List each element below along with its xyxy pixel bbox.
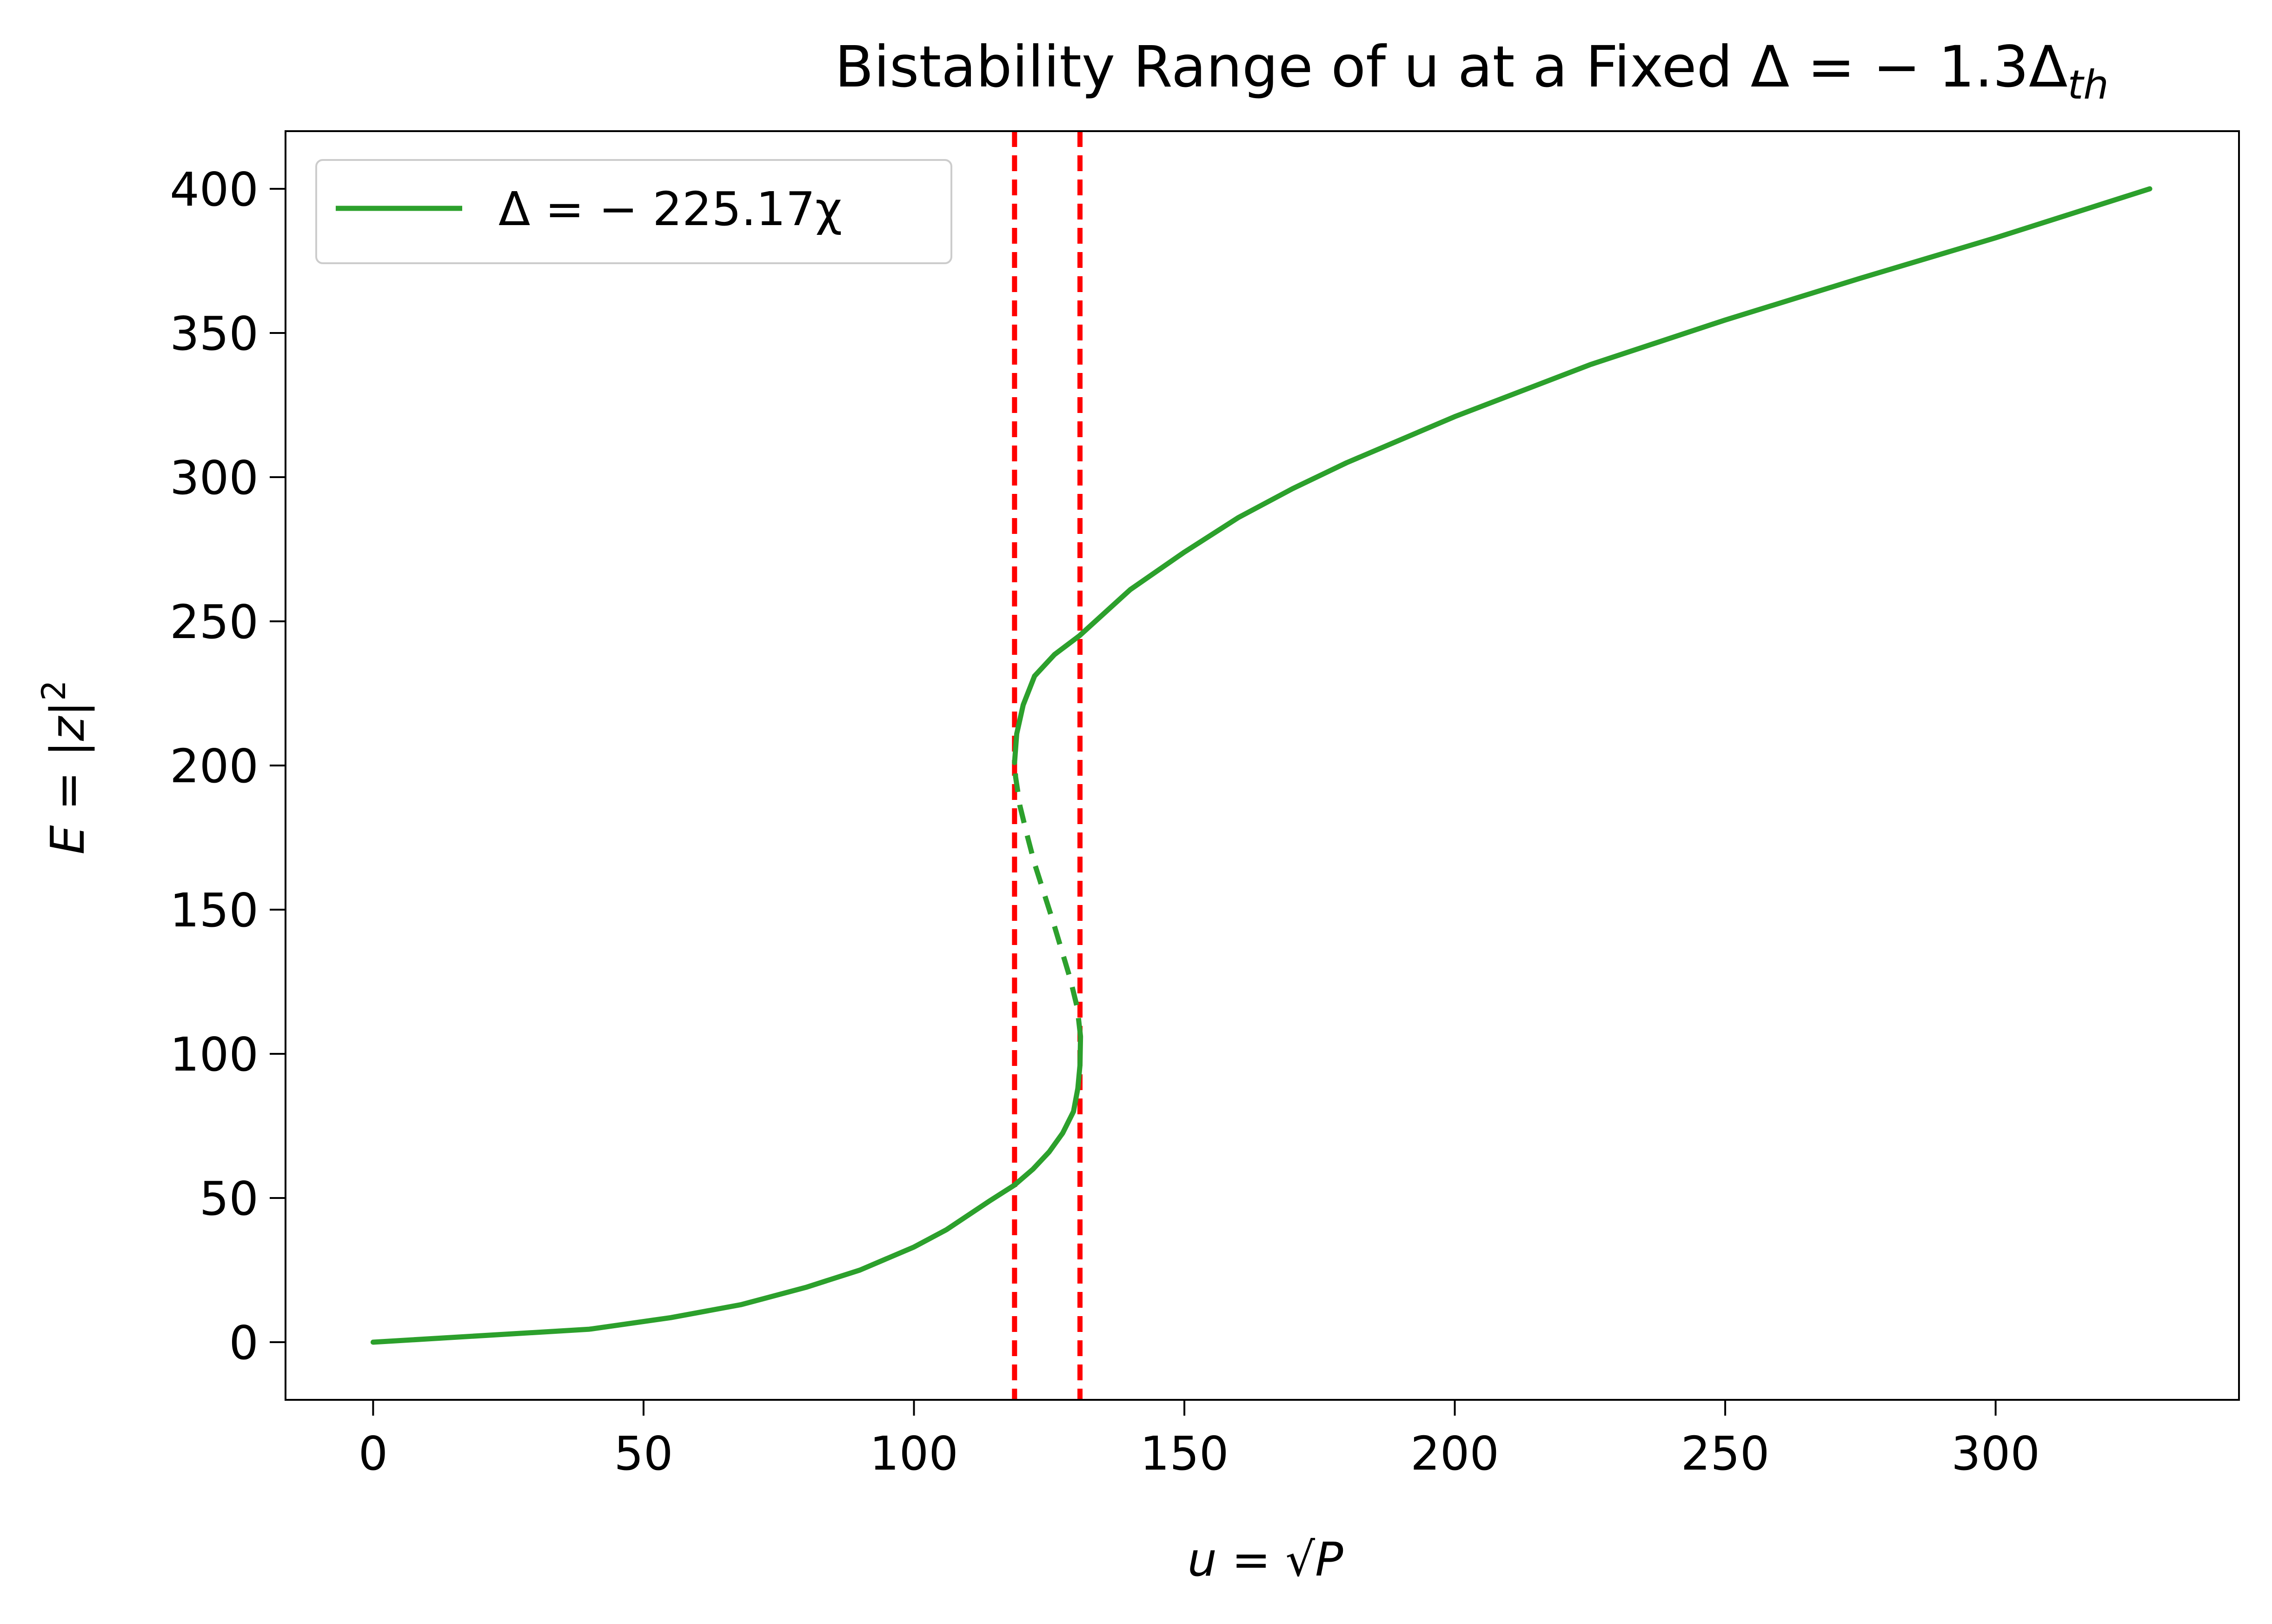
x-axis-label-radicand: P [1315, 1532, 1343, 1587]
stable-branch-line [1012, 186, 2152, 765]
x-axis-label-eq: = [1217, 1532, 1285, 1587]
unstable-branch-line [1012, 762, 1083, 1037]
y-tick-label: 100 [170, 1027, 259, 1082]
y-axis: 0 50 100 150 200 250 300 350 400 [170, 162, 286, 1370]
threshold-lines [1012, 131, 1083, 1400]
y-tick-label: 250 [170, 595, 259, 649]
y-tick-label: 400 [170, 162, 259, 217]
y-tick-label: 300 [170, 451, 259, 505]
x-axis-label: u = √P [1188, 1532, 1344, 1587]
y-axis-label-eq: = [40, 757, 95, 825]
legend-box [315, 159, 952, 264]
x-tick-label: 0 [359, 1426, 388, 1481]
x-axis-label-radical: √ [1285, 1532, 1315, 1587]
x-tick-label: 250 [1681, 1426, 1770, 1481]
y-tick-label: 200 [170, 739, 259, 793]
y-axis-label-abs-close: | [40, 701, 95, 717]
y-axis-label-power: 2 [35, 680, 73, 701]
x-axis-label-var: u [1188, 1532, 1217, 1587]
series-layer [370, 186, 2152, 1345]
x-axis: 0 50 100 150 200 250 300 [359, 1400, 2040, 1481]
legend: Δ = − 225.17χ [315, 159, 952, 264]
chart-title-subscript: th [2067, 62, 2108, 108]
legend-label: Δ = − 225.17χ [498, 182, 842, 236]
y-tick-label: 150 [170, 883, 259, 938]
x-tick-label: 200 [1410, 1426, 1499, 1481]
x-tick-label: 50 [614, 1426, 673, 1481]
y-tick-label: 50 [199, 1171, 259, 1226]
y-axis-label: E = |z|2 [35, 680, 95, 854]
x-tick-label: 150 [1140, 1426, 1229, 1481]
y-axis-label-abs-open: | [40, 741, 95, 757]
chart-title-main: Bistability Range of u at a Fixed Δ = − … [835, 34, 2067, 100]
chart-title: Bistability Range of u at a Fixed Δ = − … [835, 34, 2108, 108]
y-tick-label: 350 [170, 306, 259, 361]
y-axis-label-inner: z [40, 715, 95, 741]
stable-branch-line [370, 1034, 1083, 1345]
plot-data-group [370, 131, 2152, 1400]
y-axis-label-var: E [40, 825, 95, 854]
x-tick-label: 100 [870, 1426, 958, 1481]
y-tick-label: 0 [229, 1316, 259, 1370]
x-tick-label: 300 [1951, 1426, 2040, 1481]
